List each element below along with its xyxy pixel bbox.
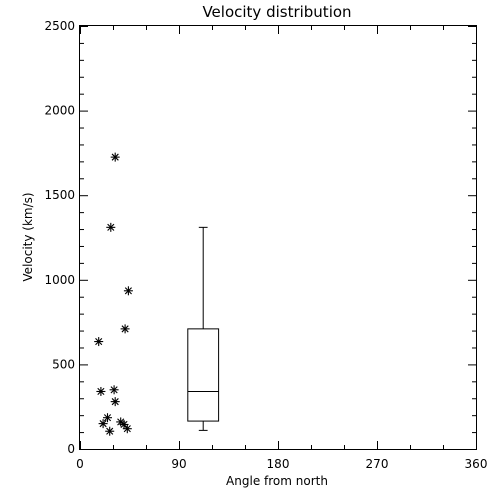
scatter-points [94, 152, 133, 436]
x-tick-label: 180 [267, 457, 290, 471]
y-tick-label: 1500 [44, 188, 75, 202]
x-axis-label: Angle from north [226, 474, 328, 488]
data-point-asterisk [120, 324, 130, 334]
data-point-asterisk [109, 385, 119, 395]
data-point-asterisk [122, 424, 132, 434]
x-tick-label: 90 [171, 457, 186, 471]
y-axis-label: Velocity (km/s) [21, 192, 35, 281]
x-tick-label: 0 [76, 457, 84, 471]
x-tick-label: 360 [465, 457, 488, 471]
y-tick-labels: 0 500 1000 1500 2000 2500 [44, 19, 75, 456]
plot-frame [79, 25, 477, 450]
x-tick-label: 270 [366, 457, 389, 471]
data-point-asterisk [110, 152, 120, 162]
data-point-asterisk [103, 413, 112, 423]
y-tick-label: 0 [67, 442, 75, 456]
data-point-asterisk [98, 419, 108, 429]
data-point-asterisk [105, 426, 115, 436]
y-tick-label: 500 [52, 357, 75, 371]
chart-title: Velocity distribution [202, 3, 351, 21]
velocity-boxplot [187, 226, 220, 431]
data-point-asterisk [110, 397, 120, 407]
data-point-asterisk [96, 386, 106, 396]
data-point-asterisk [119, 419, 129, 429]
y-tick-label: 2500 [44, 19, 75, 33]
data-point-asterisk [106, 222, 116, 232]
y-tick-label: 2000 [44, 104, 75, 118]
y-tick-label: 1000 [44, 273, 75, 287]
data-point-asterisk [123, 286, 133, 296]
data-point-asterisk [94, 337, 104, 347]
box-iqr [187, 328, 220, 422]
axis-ticks [80, 26, 477, 450]
x-tick-labels: 0 90 180 270 360 [76, 457, 487, 471]
